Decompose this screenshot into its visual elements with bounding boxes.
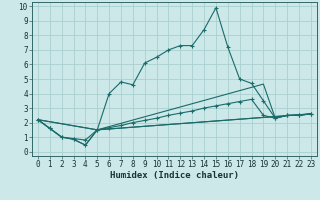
X-axis label: Humidex (Indice chaleur): Humidex (Indice chaleur) (110, 171, 239, 180)
